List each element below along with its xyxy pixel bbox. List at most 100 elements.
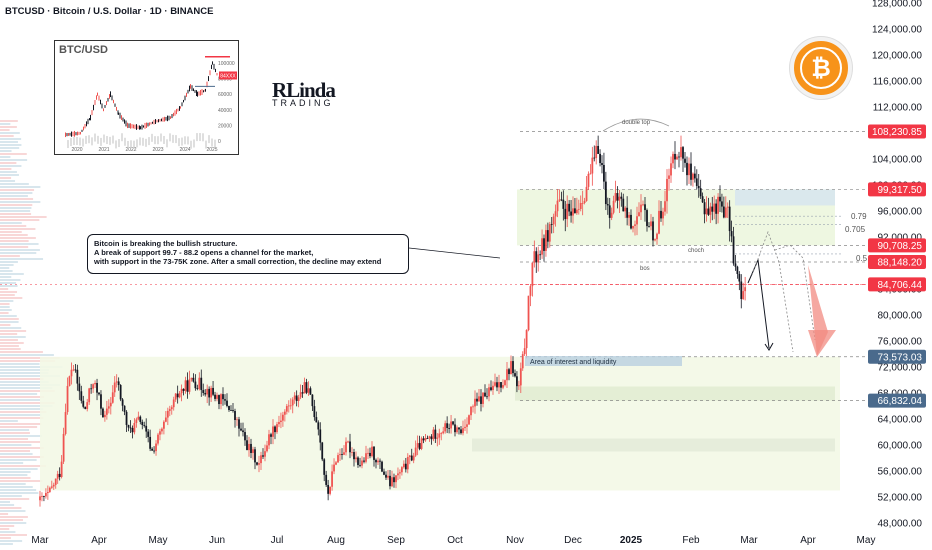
candle-body — [684, 158, 686, 163]
candle-body — [111, 392, 114, 403]
inset-candle — [109, 94, 110, 99]
candle-body — [371, 446, 373, 457]
inset-y-tick: 80000 — [218, 77, 232, 83]
candle-body — [331, 471, 333, 487]
candle-body — [424, 438, 427, 441]
inset-volume — [166, 139, 168, 148]
inset-candle — [143, 125, 144, 128]
candle-body — [690, 163, 692, 180]
candle-body — [558, 199, 561, 201]
projection-path-dotted — [751, 230, 794, 353]
inset-candle — [84, 123, 86, 129]
inset-x-tick: 2020 — [71, 147, 82, 153]
inset-volume — [187, 136, 189, 145]
candle-body — [383, 471, 385, 475]
candle-body — [566, 203, 569, 220]
candle-body — [464, 426, 466, 429]
inset-candle — [190, 84, 191, 89]
candle-body — [597, 145, 600, 154]
candle-body — [717, 196, 719, 214]
candle-body — [266, 445, 268, 452]
inset-candle — [186, 92, 187, 97]
candle-body — [476, 398, 478, 402]
inset-candle — [65, 132, 66, 138]
inset-candle — [104, 105, 106, 108]
time-tick-label: May — [149, 535, 168, 546]
inset-candle — [130, 123, 131, 129]
price-tag — [868, 238, 926, 253]
candle-body — [272, 426, 274, 437]
inset-candle — [94, 100, 96, 106]
candle-body — [632, 225, 634, 229]
candle-body — [568, 203, 571, 212]
candle-body — [726, 206, 729, 208]
candle-body — [325, 474, 328, 485]
candle-body — [240, 428, 242, 431]
candle-body — [74, 369, 77, 371]
area-of-interest-label: Area of interest and liquidity — [530, 359, 617, 366]
inset-candle — [189, 85, 190, 92]
candle-body — [78, 383, 81, 392]
candle-body — [242, 430, 244, 433]
inset-volume — [199, 133, 201, 142]
candle-body — [408, 455, 411, 458]
inset-candle — [147, 122, 149, 127]
candle-body — [329, 486, 331, 494]
candle-body — [604, 181, 607, 205]
inset-candle — [209, 70, 211, 76]
candle-body — [719, 196, 721, 202]
inset-candle — [117, 110, 119, 115]
candle-body — [137, 416, 140, 420]
inset-volume — [151, 133, 153, 142]
candle-body — [652, 221, 654, 241]
inset-candle — [155, 119, 156, 124]
candle-body — [72, 369, 75, 371]
candle-body — [428, 436, 431, 439]
price-tag-label: 66,832.04 — [878, 396, 923, 407]
candle-body — [105, 408, 108, 415]
candle-body — [668, 175, 670, 179]
inset-candle — [119, 112, 121, 119]
candle-body — [460, 429, 462, 434]
candle-body — [662, 211, 664, 219]
candle-body — [274, 426, 276, 433]
candle-body — [228, 406, 230, 410]
inset-candle — [101, 103, 103, 109]
candle-body — [642, 204, 644, 206]
candle-body — [115, 381, 118, 383]
candle-body — [672, 153, 674, 164]
inset-candle — [200, 89, 201, 96]
candle-body — [456, 427, 458, 433]
projection-path-dotted-2 — [774, 244, 816, 341]
candle-body — [658, 210, 660, 234]
candle-body — [616, 193, 619, 201]
candle-body — [102, 408, 104, 418]
candle-body — [291, 399, 294, 406]
candle-body — [258, 463, 260, 465]
inset-candle — [114, 103, 116, 107]
candle-body — [351, 452, 353, 453]
price-tag-label: 90,708.25 — [878, 241, 923, 252]
inset-candle — [206, 81, 208, 88]
candle-body — [541, 238, 543, 255]
candle-body — [303, 382, 306, 394]
candle-body — [218, 395, 220, 405]
candle-body — [143, 425, 146, 426]
candle-body — [208, 388, 211, 398]
candle-body — [369, 452, 371, 457]
candles — [39, 135, 747, 507]
inset-candle — [208, 76, 209, 82]
candle-body — [232, 410, 234, 412]
inset-title: BTC/USD — [59, 44, 108, 56]
inset-volume — [196, 133, 198, 142]
bitcoin-symbol: ₿ — [800, 47, 842, 89]
double-top-arc — [602, 118, 670, 132]
inset-volume — [88, 135, 90, 144]
inset-candle — [103, 108, 104, 112]
candle-body — [345, 441, 347, 453]
candle-body — [333, 464, 335, 472]
candle-body — [104, 414, 106, 418]
candle-body — [426, 438, 429, 439]
candle-body — [502, 385, 504, 388]
